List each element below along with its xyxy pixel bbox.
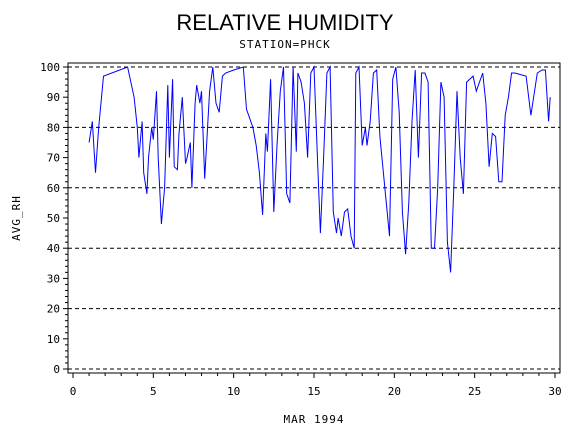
y-tick-label: 10 xyxy=(47,333,60,346)
y-tick-label: 90 xyxy=(47,91,60,104)
x-tick-label: 25 xyxy=(468,385,481,398)
y-tick-label: 80 xyxy=(47,121,60,134)
y-tick-label: 100 xyxy=(40,61,60,74)
y-axis-label: AVG_RH xyxy=(10,195,23,241)
x-axis-label: MAR 1994 xyxy=(284,413,345,426)
x-tick-label: 0 xyxy=(70,385,77,398)
x-tick-label: 5 xyxy=(150,385,157,398)
series-line-avg-rh xyxy=(88,65,551,273)
x-axis: 0 5 10 15 20 25 30 xyxy=(70,373,562,398)
chart-title: RELATIVE HUMIDITY xyxy=(176,10,394,35)
y-tick-label: 20 xyxy=(47,303,60,316)
x-tick-label: 30 xyxy=(548,385,561,398)
x-tick-label: 10 xyxy=(227,385,240,398)
y-tick-label: 30 xyxy=(47,272,60,285)
y-tick-label: 70 xyxy=(47,152,60,165)
y-tick-label: 60 xyxy=(47,182,60,195)
x-tick-label: 20 xyxy=(388,385,401,398)
y-tick-label: 0 xyxy=(53,363,60,376)
y-axis: 0 10 20 30 40 50 60 70 80 90 100 xyxy=(40,61,68,376)
y-tick-label: 50 xyxy=(47,212,60,225)
chart-subtitle: STATION=PHCK xyxy=(239,38,330,51)
x-tick-label: 15 xyxy=(307,385,320,398)
y-tick-label: 40 xyxy=(47,242,60,255)
